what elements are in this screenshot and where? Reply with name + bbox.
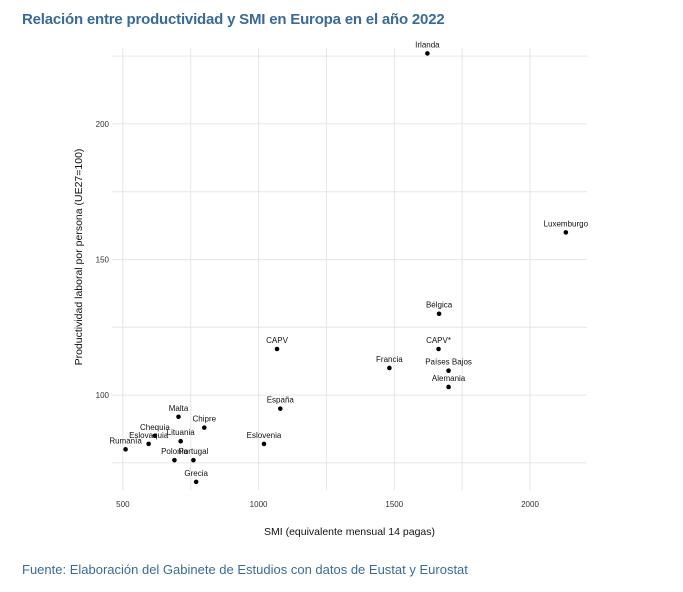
- data-point: [191, 457, 196, 463]
- y-axis-label: Productividad laboral por persona (UE27=…: [73, 149, 85, 366]
- data-label: Luxemburgo: [544, 219, 589, 228]
- data-label: Rumanía: [109, 436, 142, 445]
- y-tick-label: 100: [96, 391, 110, 400]
- data-point: [436, 311, 442, 317]
- data-label: Bélgica: [426, 301, 453, 310]
- y-tick-label: 200: [96, 120, 110, 129]
- data-point: [123, 447, 128, 452]
- data-point: [436, 346, 441, 352]
- data-label: Irlanda: [415, 40, 440, 49]
- data-label: Lituania: [167, 428, 196, 437]
- x-tick-label: 1500: [385, 500, 403, 509]
- data-point: [146, 441, 151, 447]
- data-label: Eslovenia: [247, 431, 282, 440]
- data-label: Malta: [169, 404, 189, 413]
- data-points: [123, 51, 569, 485]
- data-label: CAPV: [266, 336, 288, 345]
- data-label: Chequia: [140, 423, 170, 432]
- data-label: España: [267, 396, 295, 405]
- data-point: [387, 365, 392, 371]
- data-point: [261, 441, 267, 447]
- data-point: [274, 346, 280, 352]
- data-point: [277, 406, 283, 411]
- source-note: Fuente: Elaboración del Gabinete de Estu…: [22, 562, 468, 577]
- grid-lines: [112, 48, 587, 490]
- tick-labels: 500 1000 1500 2000 100 150 200: [96, 120, 540, 509]
- data-label: Países Bajos: [425, 358, 472, 367]
- data-label: CAPV*: [426, 336, 451, 345]
- data-label: Portugal: [179, 447, 209, 456]
- data-point: [425, 51, 430, 56]
- data-point: [193, 479, 199, 485]
- x-tick-label: 1000: [250, 500, 268, 509]
- data-point: [446, 384, 451, 390]
- data-labels: Irlanda Luxemburgo Bélgica CAPV CAPV* Francia…: [109, 40, 588, 477]
- data-label: Polonia: [161, 447, 188, 456]
- data-label: Grecia: [184, 469, 208, 478]
- data-point: [563, 230, 569, 235]
- data-label: Eslovaquia: [129, 431, 169, 440]
- data-point: [152, 433, 158, 439]
- data-point: [176, 414, 181, 420]
- data-point: [201, 425, 207, 430]
- data-label: Alemania: [432, 374, 466, 383]
- chart-title: Relación entre productividad y SMI en Eu…: [22, 11, 445, 28]
- data-point: [172, 457, 177, 463]
- x-tick-label: 500: [116, 500, 130, 509]
- y-tick-label: 150: [96, 256, 110, 265]
- x-axis-label: SMI (equivalente mensual 14 pagas): [264, 526, 435, 538]
- data-label: Chipre: [192, 415, 216, 424]
- data-point: [178, 438, 183, 444]
- data-label: Francia: [376, 355, 403, 364]
- data-point: [446, 368, 451, 373]
- x-tick-label: 2000: [521, 500, 539, 509]
